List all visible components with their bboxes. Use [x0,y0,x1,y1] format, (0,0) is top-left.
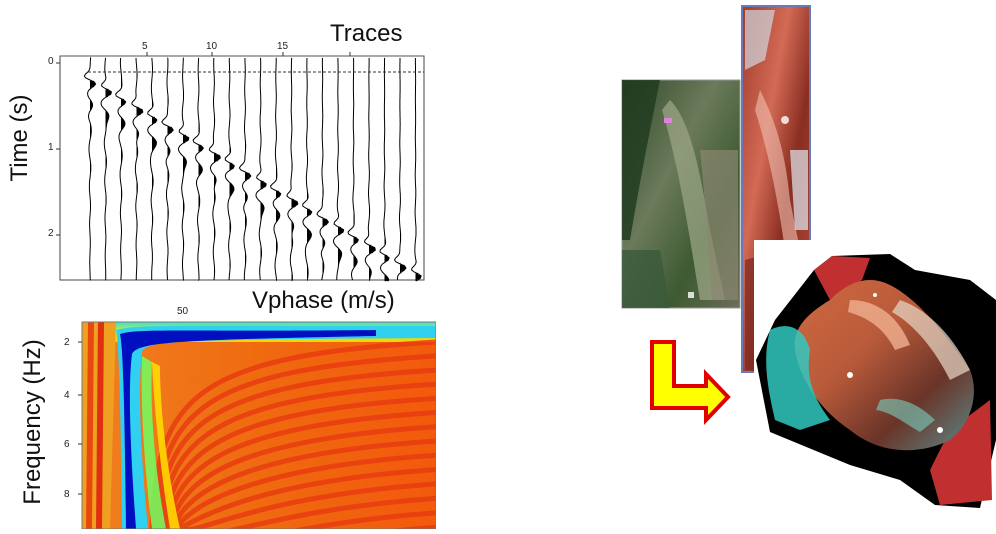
dispersion-ytick-8: 8 [64,489,70,500]
seismic-trace [83,57,97,280]
dispersion-ytick-4: 4 [64,390,70,401]
seismic-trace-fill [291,56,298,282]
photo-illustration [621,5,996,529]
aerial-photo-green [621,79,741,309]
seismic-trace-fill [276,56,281,282]
dispersion-stripe [173,452,436,529]
3d-terrain-model [754,240,996,529]
seismic-panel [40,8,430,283]
seismic-trace-fill [167,56,174,262]
dispersion-stripe [185,495,436,529]
seismic-xtick-15: 15 [277,41,289,52]
seismic-trace [115,57,127,281]
seismic-trace-fill [369,56,376,282]
seismic-trace-fill [214,72,221,280]
photos-group [600,0,996,529]
dispersion-ytick-2: 2 [64,337,70,348]
seismic-ytick-1: 1 [48,142,54,153]
seismic-trace [147,57,158,280]
seismic-trace-fill [353,58,359,270]
arrow-icon [650,340,731,425]
seismic-ylabel: Time (s) [6,94,33,182]
dispersion-xtick-50: 50 [177,306,189,317]
dispersion-stripe [170,438,436,529]
seismic-ytick-2: 2 [48,228,54,239]
seismic-trace-fill [245,62,251,270]
seismic-trace-fill [229,68,235,274]
seismic-trace-fill [105,56,112,282]
seismic-trace [238,57,252,281]
seismic-ytick-0: 0 [48,56,54,67]
seismic-trace-fill [384,56,390,282]
seismic-trace-fill [183,56,189,282]
seismic-xtick-5: 5 [142,41,148,52]
seismic-title: Traces [330,20,403,47]
dispersion-stripe [155,367,436,529]
seismic-trace-fill [260,56,267,264]
dispersion-stripe [188,510,436,529]
dispersion-stripe [167,424,436,529]
dispersion-ylabel: Frequency (Hz) [19,339,46,505]
seismic-trace [131,57,144,281]
seismic-trace-fill [121,70,126,278]
seismic-trace-fill [198,56,204,282]
seismic-trace [411,58,422,281]
dispersion-stripe [182,481,436,529]
seismic-trace-fill [152,60,157,266]
seismic-trace-fill [136,64,143,272]
seismic-trace-fill [90,56,96,282]
dispersion-panel [56,296,437,530]
seismic-trace-fill [400,78,406,274]
dispersion-stripe [177,467,436,529]
dispersion-ytick-6: 6 [64,439,70,450]
dispersion-stripe [152,353,436,529]
seismic-trace [332,58,345,281]
seismic-xtick-10: 10 [206,41,218,52]
seismic-trace-fill [415,74,422,282]
seismic-trace-fill [307,76,312,282]
seismic-trace-fill [338,64,344,270]
seismic-trace-fill [322,70,329,276]
dispersion-image [78,321,437,530]
dispersion-title: Vphase (m/s) [252,287,395,314]
seismic-trace [208,58,221,281]
seismic-traces-plot [56,52,425,282]
